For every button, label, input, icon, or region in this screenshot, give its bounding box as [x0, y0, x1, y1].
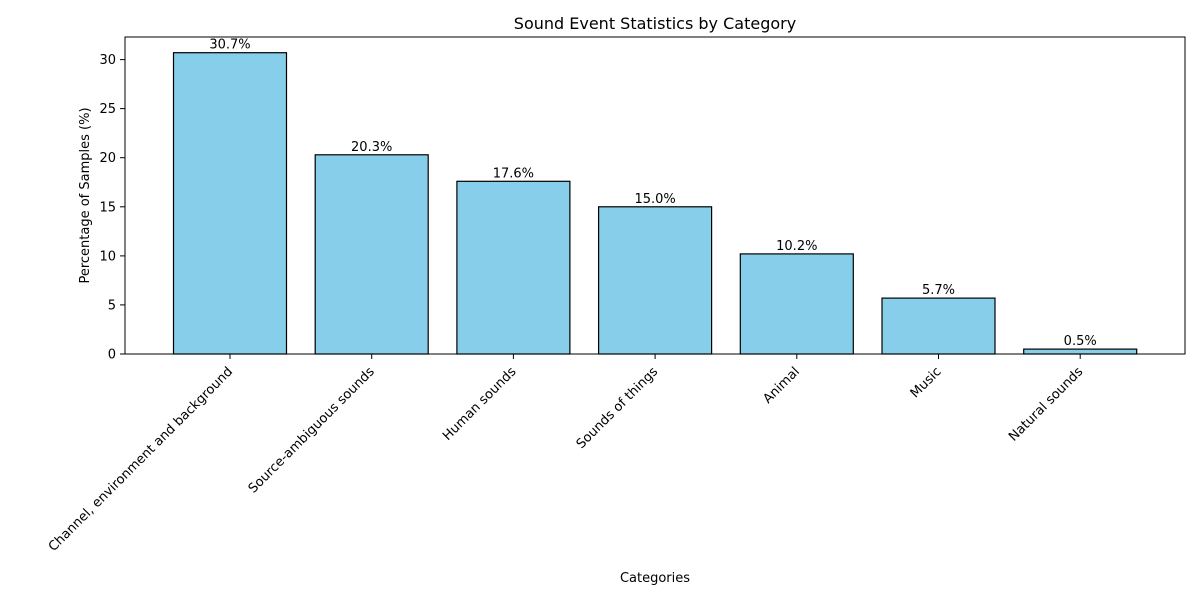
y-tick-label: 5	[108, 298, 116, 313]
bar-value-label: 0.5%	[1064, 334, 1097, 349]
x-tick-label: Natural sounds	[1006, 364, 1086, 444]
bar	[172, 52, 288, 355]
y-tick-label: 0	[108, 348, 116, 363]
y-axis-ticks: 0 5 10 15 20 25 30	[99, 53, 125, 363]
bar	[739, 253, 854, 355]
y-tick-label: 20	[99, 151, 116, 166]
bar	[881, 297, 996, 355]
x-tick-label: Human sounds	[440, 364, 520, 444]
y-tick-label: 30	[99, 53, 116, 68]
bar	[314, 154, 429, 355]
x-tick-label: Music	[908, 364, 945, 401]
bar-value-label: 20.3%	[351, 140, 392, 155]
x-axis-ticks: Channel, environment and background Sourc…	[46, 354, 1086, 555]
bar-value-label: 17.6%	[493, 166, 534, 181]
bar-value-label: 30.7%	[209, 38, 250, 53]
x-tick-label: Animal	[760, 364, 802, 406]
bars-group	[172, 52, 1138, 355]
x-axis-label: Categories	[620, 571, 690, 586]
bar-value-label: 5.7%	[922, 283, 955, 298]
y-tick-label: 15	[99, 200, 116, 215]
x-tick-label: Sounds of things	[574, 364, 662, 452]
y-tick-label: 25	[99, 102, 116, 117]
chart-title: Sound Event Statistics by Category	[514, 14, 796, 33]
bar-value-label: 15.0%	[634, 192, 675, 207]
bar-value-label: 10.2%	[776, 239, 817, 254]
bar	[597, 206, 713, 355]
y-axis-label: Percentage of Samples (%)	[78, 107, 93, 283]
bar	[456, 180, 571, 355]
y-tick-label: 10	[99, 249, 116, 264]
x-tick-label: Source-ambiguous sounds	[246, 364, 378, 496]
x-tick-label: Channel, environment and background	[46, 364, 236, 554]
bar	[1023, 348, 1138, 355]
data-labels-group: 30.7% 20.3% 17.6% 15.0% 10.2% 5.7% 0.5%	[209, 38, 1096, 349]
